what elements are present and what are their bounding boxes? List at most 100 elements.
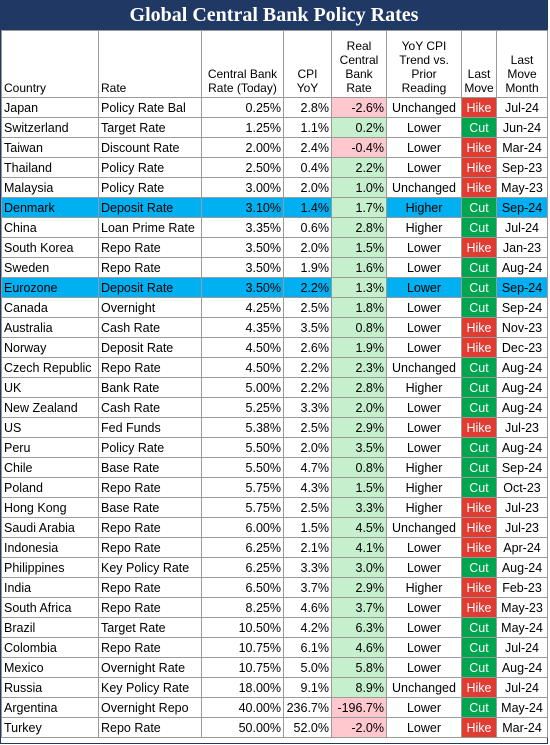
- table-row: Czech Republic Repo Rate 4.50% 2.2% 2.3% Unch…: [1, 357, 548, 378]
- cell-real-rate: 0.8%: [331, 317, 387, 338]
- cell-last-move-month: Jul-23: [496, 517, 548, 538]
- cell-real-rate: 3.3%: [331, 497, 387, 518]
- cell-last-move-month: Aug-24: [496, 657, 548, 678]
- table-row: Brazil Target Rate 10.50% 4.2% 6.3% Lower Cut M…: [1, 617, 548, 638]
- table-row: Turkey Repo Rate 50.00% 52.0% -2.0% Lower Hike…: [1, 717, 548, 738]
- cell-central-bank-rate: 8.25%: [201, 597, 284, 618]
- cell-cpi-yoy: 5.0%: [283, 657, 332, 678]
- table-row: India Repo Rate 6.50% 3.7% 2.9% Higher Hike Feb…: [1, 577, 548, 598]
- cell-central-bank-rate: 10.75%: [201, 657, 284, 678]
- cell-last-move-month: Sep-24: [496, 277, 548, 298]
- cell-last-move-month: Aug-24: [496, 377, 548, 398]
- table-row: Thailand Policy Rate 2.50% 0.4% 2.2% Lower Hik…: [1, 157, 548, 178]
- cell-cpi-trend: Lower: [386, 117, 462, 138]
- cell-rate: Overnight Rate: [98, 657, 202, 678]
- table-row: South Korea Repo Rate 3.50% 2.0% 1.5% Lower Hi…: [1, 237, 548, 258]
- table-row: China Loan Prime Rate 3.35% 0.6% 2.8% Higher C…: [1, 217, 548, 238]
- cell-last-move: Cut: [461, 437, 497, 458]
- cell-country: Switzerland: [1, 117, 99, 138]
- cell-cpi-yoy: 1.9%: [283, 257, 332, 278]
- cell-cpi-yoy: 236.7%: [283, 697, 332, 718]
- cell-central-bank-rate: 5.38%: [201, 417, 284, 438]
- table-row: Canada Overnight 4.25% 2.5% 1.8% Lower Cut Sep-…: [1, 297, 548, 318]
- cell-last-move: Cut: [461, 657, 497, 678]
- cell-real-rate: 0.2%: [331, 117, 387, 138]
- cell-country: Australia: [1, 317, 99, 338]
- cell-last-move: Cut: [461, 117, 497, 138]
- cell-last-move-month: Aug-24: [496, 257, 548, 278]
- cell-central-bank-rate: 5.50%: [201, 457, 284, 478]
- cell-last-move: Hike: [461, 677, 497, 698]
- cell-last-move: Cut: [461, 397, 497, 418]
- cell-real-rate: 2.0%: [331, 397, 387, 418]
- cell-real-rate: 3.0%: [331, 557, 387, 578]
- cell-central-bank-rate: 50.00%: [201, 717, 284, 738]
- cell-cpi-trend: Higher: [386, 457, 462, 478]
- cell-last-move-month: Nov-23: [496, 317, 548, 338]
- cell-last-move-month: Aug-24: [496, 357, 548, 378]
- cell-country: Taiwan: [1, 137, 99, 158]
- cell-country: US: [1, 417, 99, 438]
- cell-central-bank-rate: 3.50%: [201, 237, 284, 258]
- table-row: UK Bank Rate 5.00% 2.2% 2.8% Higher Cut Aug-24: [1, 377, 548, 398]
- cell-country: Chile: [1, 457, 99, 478]
- cell-cpi-trend: Lower: [386, 237, 462, 258]
- cell-country: Thailand: [1, 157, 99, 178]
- cell-cpi-yoy: 0.6%: [283, 217, 332, 238]
- cell-cpi-trend: Unchanged: [386, 177, 462, 198]
- header-central-bank-rate: Central Bank Rate (Today): [201, 30, 284, 98]
- cell-last-move: Hike: [461, 517, 497, 538]
- cell-country: Colombia: [1, 637, 99, 658]
- cell-cpi-yoy: 2.5%: [283, 497, 332, 518]
- table-row: New Zealand Cash Rate 5.25% 3.3% 2.0% Lower Cu…: [1, 397, 548, 418]
- cell-rate: Repo Rate: [98, 357, 202, 378]
- cell-last-move-month: Aug-24: [496, 557, 548, 578]
- table-row: South Africa Repo Rate 8.25% 4.6% 3.7% Lower H…: [1, 597, 548, 618]
- cell-real-rate: 1.6%: [331, 257, 387, 278]
- cell-last-move-month: Jan-23: [496, 237, 548, 258]
- cell-rate: Deposit Rate: [98, 197, 202, 218]
- cell-cpi-yoy: 2.2%: [283, 357, 332, 378]
- cell-central-bank-rate: 6.25%: [201, 537, 284, 558]
- cell-country: Eurozone: [1, 277, 99, 298]
- cell-cpi-yoy: 2.4%: [283, 137, 332, 158]
- cell-last-move-month: Sep-24: [496, 197, 548, 218]
- cell-cpi-trend: Lower: [386, 717, 462, 738]
- cell-last-move: Hike: [461, 237, 497, 258]
- chart-title: Global Central Bank Policy Rates: [1, 1, 547, 30]
- cell-rate: Key Policy Rate: [98, 677, 202, 698]
- cell-cpi-yoy: 2.8%: [283, 97, 332, 118]
- cell-cpi-trend: Lower: [386, 397, 462, 418]
- cell-central-bank-rate: 5.25%: [201, 397, 284, 418]
- cell-last-move-month: Aug-24: [496, 437, 548, 458]
- cell-cpi-yoy: 3.3%: [283, 397, 332, 418]
- cell-last-move-month: Jul-24: [496, 217, 548, 238]
- cell-real-rate: 2.9%: [331, 417, 387, 438]
- cell-last-move: Cut: [461, 697, 497, 718]
- table-row: Japan Policy Rate Bal 0.25% 2.8% -2.6% Unchan…: [1, 97, 548, 118]
- cell-rate: Repo Rate: [98, 237, 202, 258]
- cell-real-rate: 3.5%: [331, 437, 387, 458]
- cell-rate: Repo Rate: [98, 537, 202, 558]
- cell-central-bank-rate: 3.50%: [201, 277, 284, 298]
- cell-country: Hong Kong: [1, 497, 99, 518]
- table-row: US Fed Funds 5.38% 2.5% 2.9% Lower Hike Jul-23: [1, 417, 548, 438]
- cell-last-move: Hike: [461, 337, 497, 358]
- cell-cpi-trend: Higher: [386, 577, 462, 598]
- table-row: Philippines Key Policy Rate 6.25% 3.3% 3.0% L…: [1, 557, 548, 578]
- cell-rate: Cash Rate: [98, 397, 202, 418]
- cell-real-rate: 2.8%: [331, 377, 387, 398]
- table-row: Russia Key Policy Rate 18.00% 9.1% 8.9% Uncha…: [1, 677, 548, 698]
- cell-cpi-yoy: 0.4%: [283, 157, 332, 178]
- cell-central-bank-rate: 0.25%: [201, 97, 284, 118]
- cell-country: India: [1, 577, 99, 598]
- cell-last-move: Cut: [461, 557, 497, 578]
- cell-real-rate: 1.7%: [331, 197, 387, 218]
- table-row: Indonesia Repo Rate 6.25% 2.1% 4.1% Lower Hike…: [1, 537, 548, 558]
- cell-last-move-month: May-23: [496, 597, 548, 618]
- cell-cpi-yoy: 2.5%: [283, 297, 332, 318]
- cell-cpi-yoy: 2.0%: [283, 177, 332, 198]
- table-row: Argentina Overnight Repo 40.00% 236.7% -196.…: [1, 697, 548, 718]
- cell-last-move: Hike: [461, 497, 497, 518]
